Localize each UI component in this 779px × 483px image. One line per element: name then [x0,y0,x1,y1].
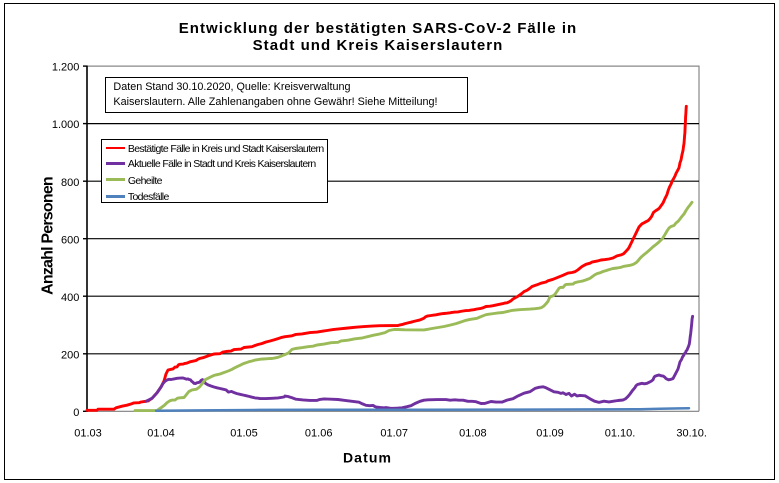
svg-text:Datum: Datum [343,450,392,466]
svg-text:30.10.: 30.10. [676,428,707,440]
svg-text:01.08: 01.08 [459,428,487,440]
svg-text:0: 0 [73,407,79,419]
svg-text:01.05: 01.05 [230,428,258,440]
svg-text:400: 400 [61,292,79,304]
svg-text:01.09: 01.09 [536,428,564,440]
svg-text:800: 800 [61,177,79,189]
svg-text:600: 600 [61,234,79,246]
svg-text:01.10.: 01.10. [605,428,636,440]
svg-text:Anzahl Personen: Anzahl Personen [40,177,57,295]
svg-text:01.03: 01.03 [74,428,102,440]
svg-text:1.000: 1.000 [52,119,80,131]
svg-text:01.04: 01.04 [147,428,175,440]
svg-text:01.06: 01.06 [305,428,333,440]
svg-text:1.200: 1.200 [52,62,80,74]
svg-text:200: 200 [61,349,79,361]
svg-text:01.07: 01.07 [380,428,408,440]
